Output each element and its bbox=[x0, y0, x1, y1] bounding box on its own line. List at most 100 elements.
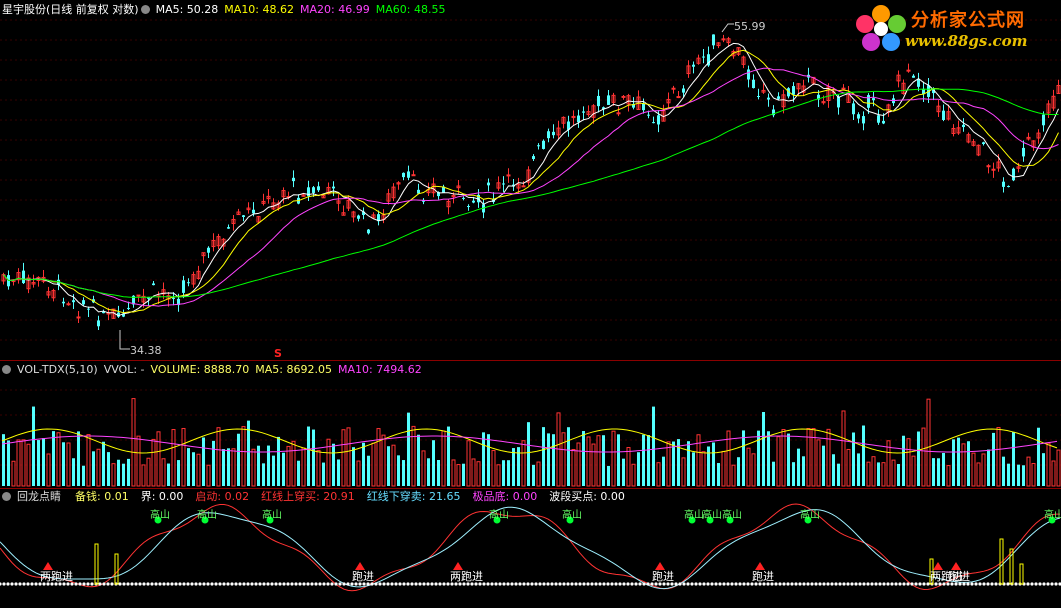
candle-body bbox=[451, 194, 456, 198]
volume-bar bbox=[161, 458, 166, 487]
candle-body bbox=[31, 281, 36, 285]
price-chart-canvas[interactable] bbox=[0, 0, 1061, 360]
candle-body bbox=[346, 199, 351, 209]
baseline-dot bbox=[542, 582, 546, 586]
baseline-dot bbox=[102, 582, 106, 586]
candle-body bbox=[312, 187, 315, 193]
candle-body bbox=[841, 87, 846, 90]
volume-bar bbox=[171, 429, 176, 487]
baseline-dot bbox=[0, 582, 2, 586]
baseline-dot bbox=[766, 582, 770, 586]
buy-arrow-icon bbox=[43, 562, 53, 570]
baseline-dot bbox=[198, 582, 202, 586]
baseline-dot bbox=[330, 582, 334, 586]
volume-bar bbox=[282, 452, 285, 486]
ma-label: MA5: 50.28 bbox=[155, 3, 219, 16]
indicator-panel[interactable]: 回龙点睛 备钱: 0.01 界: 0.00 启动: 0.02 红线上穿买: 20.91 红… bbox=[0, 488, 1061, 608]
candle-body bbox=[1012, 168, 1015, 181]
volume-bar bbox=[647, 435, 650, 486]
volume-bar bbox=[371, 442, 376, 487]
candle-body bbox=[456, 185, 461, 189]
price-chart-panel[interactable]: 星宇股份(日线 前复权 对数) MA5: 50.28 MA10: 48.62 MA20… bbox=[0, 0, 1061, 360]
baseline-dot bbox=[2, 582, 6, 586]
baseline-dot bbox=[570, 582, 574, 586]
volume-bar bbox=[637, 452, 640, 486]
candle-body bbox=[161, 289, 166, 295]
baseline-dot bbox=[482, 582, 486, 586]
baseline-dot bbox=[606, 582, 610, 586]
volume-bar bbox=[721, 450, 726, 487]
volume-bar bbox=[32, 406, 35, 486]
baseline-dot bbox=[1030, 582, 1034, 586]
candle-body bbox=[556, 127, 561, 136]
settings-dot-icon[interactable] bbox=[140, 5, 150, 14]
volume-bar bbox=[772, 461, 775, 486]
baseline-dot bbox=[550, 582, 554, 586]
peak-label: 高山 bbox=[197, 510, 217, 521]
baseline-dot bbox=[154, 582, 158, 586]
baseline-dot bbox=[894, 582, 898, 586]
volume-bar bbox=[92, 451, 95, 486]
volume-bar bbox=[111, 463, 116, 487]
volume-chart-canvas[interactable] bbox=[0, 360, 1061, 488]
volume-bar bbox=[411, 425, 416, 487]
baseline-dot bbox=[258, 582, 262, 586]
baseline-dot bbox=[390, 582, 394, 586]
volume-panel[interactable]: VOL-TDX(5,10) VVOL: - VOLUME: 8888.70 MA5: … bbox=[0, 360, 1061, 488]
volume-bar bbox=[82, 465, 85, 486]
candle-body bbox=[357, 215, 360, 219]
candle-body bbox=[437, 192, 440, 197]
baseline-dot bbox=[702, 582, 706, 586]
peak-label: 高山 bbox=[800, 510, 820, 521]
settings-dot-icon[interactable] bbox=[2, 492, 11, 501]
baseline-dot bbox=[142, 582, 146, 586]
baseline-dot bbox=[886, 582, 890, 586]
candle-body bbox=[537, 145, 540, 147]
baseline-dot bbox=[450, 582, 454, 586]
baseline-dot bbox=[378, 582, 382, 586]
ma-label: MA20: 46.99 bbox=[300, 3, 370, 16]
candle-body bbox=[721, 38, 726, 41]
baseline-dot bbox=[898, 582, 902, 586]
peak-label: 高山 bbox=[684, 510, 704, 521]
candle-body bbox=[266, 195, 271, 200]
volume-bar bbox=[642, 434, 645, 486]
indicator-value-label: 红线下穿卖: 21.65 bbox=[366, 490, 461, 503]
baseline-dot bbox=[778, 582, 782, 586]
settings-dot-icon[interactable] bbox=[2, 365, 11, 374]
baseline-dot bbox=[810, 582, 814, 586]
baseline-dot bbox=[698, 582, 702, 586]
candle-body bbox=[872, 98, 875, 101]
volume-bar bbox=[866, 461, 871, 487]
volume-bar bbox=[717, 463, 720, 486]
candle-body bbox=[1056, 84, 1061, 94]
volume-bar bbox=[376, 428, 381, 487]
volume-bar bbox=[177, 460, 180, 486]
baseline-dot bbox=[510, 582, 514, 586]
volume-bar bbox=[737, 457, 740, 486]
baseline-dot bbox=[626, 582, 630, 586]
volume-ma10-line bbox=[1, 435, 1058, 453]
candle-body bbox=[76, 316, 81, 319]
candle-body bbox=[942, 110, 945, 120]
volume-bar bbox=[346, 427, 351, 487]
candle-body bbox=[172, 297, 175, 299]
baseline-dot bbox=[162, 582, 166, 586]
candle-body bbox=[777, 96, 780, 99]
indicator-chart-canvas[interactable] bbox=[0, 488, 1061, 608]
baseline-dot bbox=[882, 582, 886, 586]
volume-bar bbox=[192, 452, 195, 486]
volume-bar bbox=[976, 462, 981, 487]
candle-body bbox=[611, 94, 616, 103]
baseline-dot bbox=[34, 582, 38, 586]
baseline-dot bbox=[1042, 582, 1046, 586]
volume-bar bbox=[237, 433, 240, 486]
volume-bar bbox=[102, 441, 105, 486]
candle-body bbox=[917, 79, 920, 87]
volume-bar bbox=[911, 455, 916, 487]
baseline-dot bbox=[598, 582, 602, 586]
candle-body bbox=[196, 270, 201, 279]
indicator-value-label: 备钱: 0.01 bbox=[75, 490, 129, 503]
candle-body bbox=[867, 95, 870, 108]
candle-body bbox=[16, 272, 21, 281]
